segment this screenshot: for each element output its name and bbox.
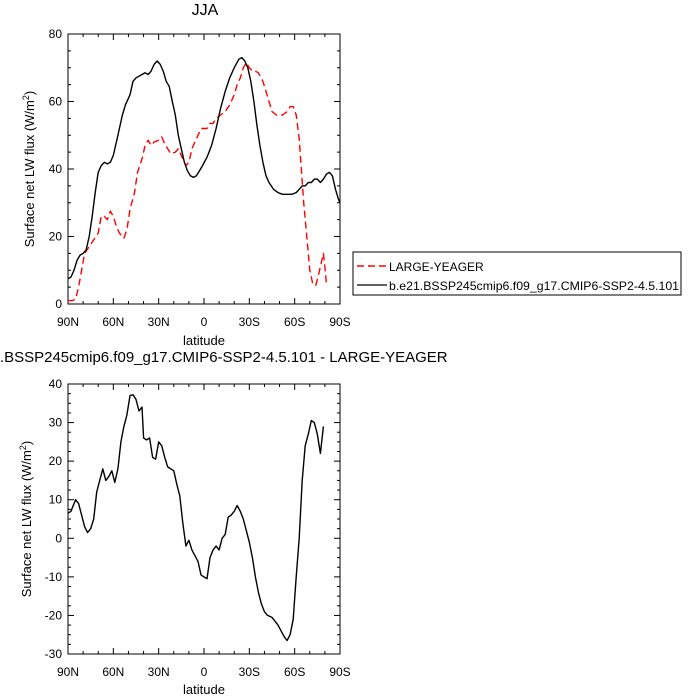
- bottom-x-axis: 90N 60N 30N 0 30S 60S 90S: [57, 384, 351, 679]
- top-y-tick-label: 80: [49, 27, 63, 41]
- top-series-line-b-e21-bssp245cmip6-f09-g17-cmip6-ssp2-4-5-101: [67, 56, 341, 280]
- top-y-tick-label: 20: [49, 230, 63, 244]
- top-series-group: [67, 56, 341, 302]
- bottom-y-tick-label: -20: [45, 608, 63, 622]
- bottom-y-tick-label: -30: [45, 647, 63, 661]
- top-x-tick-label: 90N: [57, 315, 79, 329]
- legend-box: [352, 251, 682, 296]
- bottom-x-tick-label: 60S: [284, 665, 305, 679]
- legend-label-model: b.e21.BSSP245cmip6.f09_g17.CMIP6-SSP2-4.…: [389, 279, 679, 293]
- legend: LARGE-YEAGER b.e21.BSSP245cmip6.f09_g17.…: [352, 251, 682, 296]
- top-y-tick-label: 60: [49, 95, 63, 109]
- bottom-x-tick-label: 60N: [102, 665, 124, 679]
- bottom-y-axis-label: Surface net LW flux (W/m2): [18, 441, 34, 598]
- bottom-y-axis: -30 -20 -10 0 10 20 30 40: [45, 377, 340, 661]
- top-x-tick-label: 30S: [239, 315, 260, 329]
- bottom-x-tick-label: 30S: [239, 665, 260, 679]
- top-y-axis-label: Surface net LW flux (W/m2): [21, 91, 37, 248]
- top-x-tick-label: 90S: [329, 315, 350, 329]
- legend-label-large-yeager: LARGE-YEAGER: [389, 260, 484, 274]
- bottom-x-tick-label: 90N: [57, 665, 79, 679]
- bottom-y-tick-label: 40: [49, 377, 63, 391]
- bottom-y-tick-label: 20: [49, 454, 63, 468]
- top-y-axis: 0 20 40 60 80: [49, 27, 340, 311]
- bottom-x-axis-label: latitude: [183, 682, 225, 697]
- bottom-chart-title: b.e21.BSSP245cmip6.f09_g17.CMIP6-SSP2-4.…: [0, 349, 448, 366]
- top-x-tick-label: 0: [201, 315, 208, 329]
- top-x-axis-label: latitude: [183, 333, 225, 348]
- bottom-y-tick-label: 30: [49, 416, 63, 430]
- top-x-axis: 90N 60N 30N 0 30S 60S 90S: [57, 34, 351, 329]
- bottom-y-tick-label: 10: [49, 493, 63, 507]
- top-x-tick-label: 30N: [148, 315, 170, 329]
- top-plot-frame: [67, 33, 341, 305]
- top-y-tick-label: 0: [55, 297, 62, 311]
- bottom-series-group: [67, 394, 325, 642]
- bottom-x-tick-label: 0: [201, 665, 208, 679]
- top-x-tick-label: 60N: [102, 315, 124, 329]
- bottom-y-tick-label: 0: [55, 531, 62, 545]
- bottom-x-tick-label: 90S: [329, 665, 350, 679]
- top-panel: JJA 0 20 40 60 80 90N 60N 30N 0 30S 60S 90S latitu…: [21, 2, 351, 348]
- top-y-tick-label: 40: [49, 162, 63, 176]
- bottom-plot-frame: [67, 383, 341, 655]
- top-series-line-large-yeager: [68, 62, 328, 302]
- top-chart-title: JJA: [192, 2, 219, 19]
- top-x-tick-label: 60S: [284, 315, 305, 329]
- bottom-x-tick-label: 30N: [148, 665, 170, 679]
- bottom-series-line-0: [67, 394, 325, 642]
- bottom-panel: b.e21.BSSP245cmip6.f09_g17.CMIP6-SSP2-4.…: [0, 349, 448, 697]
- bottom-y-tick-label: -10: [45, 570, 63, 584]
